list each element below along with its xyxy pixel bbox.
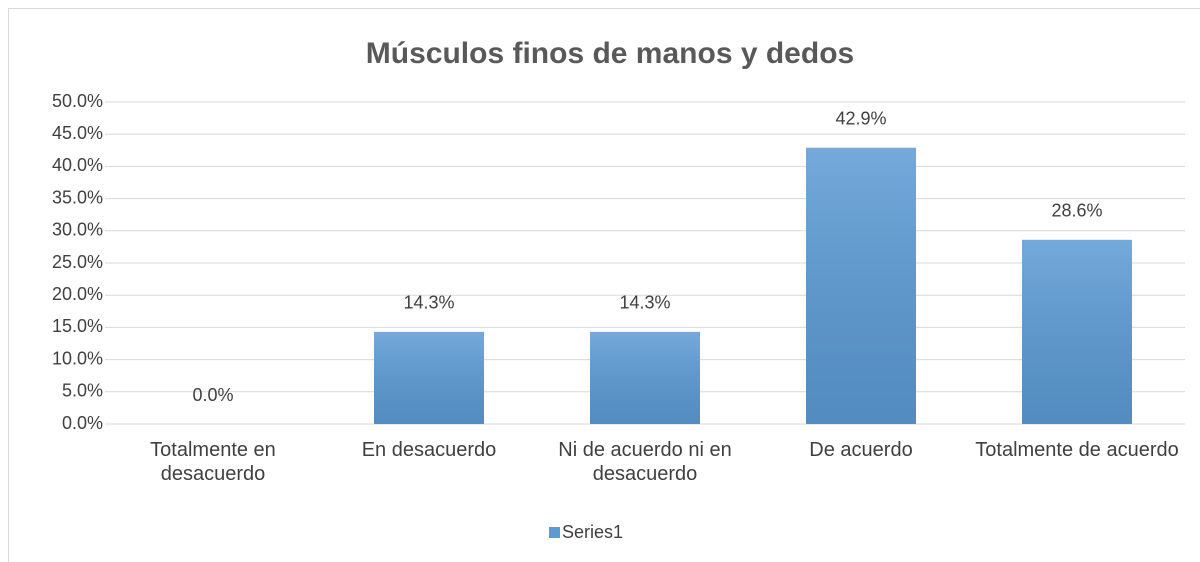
y-tick-label: 40.0%: [52, 155, 103, 175]
x-tick-label-box: Totalmente en desacuerdo: [150, 439, 276, 485]
y-tick-label: 5.0%: [62, 381, 103, 401]
bar-shade: [806, 147, 916, 424]
y-tick-label: 0.0%: [62, 413, 103, 433]
x-tick-label: Ni de acuerdo ni en desacuerdo: [558, 439, 732, 485]
chart-border: [8, 8, 1200, 562]
y-tick-label: 50.0%: [52, 91, 103, 111]
y-tick-label: 20.0%: [52, 284, 103, 304]
data-label: 14.3%: [619, 293, 670, 313]
y-tick-label: 45.0%: [52, 123, 103, 143]
x-tick-label: Totalmente de acuerdo: [975, 439, 1179, 461]
x-tick-label-box: En desacuerdo: [361, 439, 497, 461]
legend-label: Series1: [562, 522, 623, 542]
data-label: 28.6%: [1051, 201, 1102, 221]
data-label: 42.9%: [835, 108, 886, 128]
bar-shade: [1022, 239, 1132, 424]
y-tick-label: 25.0%: [52, 252, 103, 272]
legend-swatch: [549, 527, 560, 538]
x-tick-label-box: Ni de acuerdo ni en desacuerdo: [558, 439, 732, 485]
y-tick-label: 30.0%: [52, 220, 103, 240]
y-tick-label: 10.0%: [52, 348, 103, 368]
y-tick-label: 15.0%: [52, 316, 103, 336]
x-tick-label-box: De acuerdo: [809, 439, 913, 461]
bar-shade: [374, 331, 484, 424]
x-tick-label: Totalmente en desacuerdo: [150, 439, 276, 485]
x-tick-label: De acuerdo: [809, 439, 913, 461]
y-tick-label: 35.0%: [52, 187, 103, 207]
chart-title: Músculos finos de manos y dedos: [366, 37, 854, 70]
data-label: 14.3%: [403, 293, 454, 313]
data-label: 0.0%: [192, 385, 233, 405]
bar-shade: [590, 331, 700, 424]
x-tick-label-box: Totalmente de acuerdo: [975, 439, 1179, 461]
x-tick-label: En desacuerdo: [361, 439, 497, 461]
